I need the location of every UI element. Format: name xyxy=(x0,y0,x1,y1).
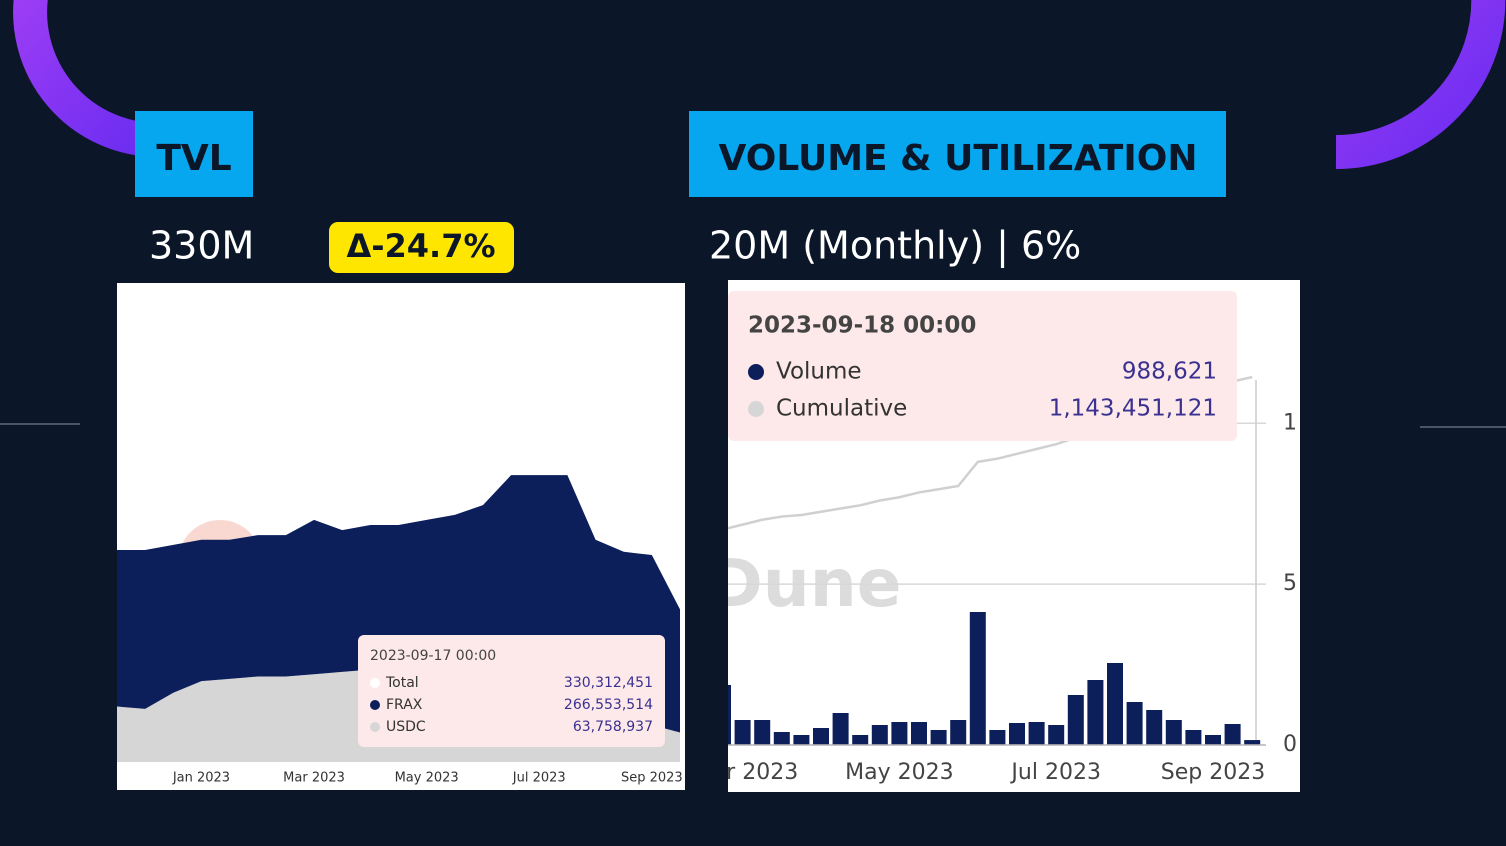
bar xyxy=(832,713,849,745)
bar xyxy=(1107,663,1123,745)
tooltip-label: Total xyxy=(385,675,419,691)
bar xyxy=(852,735,869,745)
x-tick-label: Jan 2023 xyxy=(172,771,230,786)
tooltip xyxy=(728,291,1237,441)
tooltip xyxy=(358,635,665,747)
y-tick-label: 0 xyxy=(1283,732,1297,757)
tooltip-label: FRAX xyxy=(386,697,423,713)
tooltip-label: USDC xyxy=(386,719,426,735)
tooltip-value: 1,143,451,121 xyxy=(1049,396,1217,422)
tooltip-title: 2023-09-18 00:00 xyxy=(748,313,976,339)
bar xyxy=(1048,725,1065,745)
bar xyxy=(950,720,967,745)
x-tick-label: Sep 2023 xyxy=(621,771,683,786)
x-tick-label: Sep 2023 xyxy=(1161,760,1265,785)
bar xyxy=(871,725,888,745)
decor-arc xyxy=(1335,0,1506,170)
bar xyxy=(1087,680,1104,745)
section-title: VOLUME & UTILIZATION xyxy=(719,138,1198,179)
change-pill xyxy=(329,222,514,273)
tooltip-dot xyxy=(370,722,380,732)
bar xyxy=(1009,723,1025,745)
change: Δ-24.7% xyxy=(346,227,495,265)
x-tick-label: May 2023 xyxy=(845,760,953,785)
bar xyxy=(1165,720,1182,745)
y-tick-label: 1 xyxy=(1283,410,1297,435)
metric: 330M xyxy=(149,224,254,268)
bar xyxy=(1244,740,1261,745)
bar xyxy=(1126,702,1143,745)
tooltip-value: 330,312,451 xyxy=(564,675,653,691)
bar xyxy=(969,612,986,745)
bar xyxy=(1185,730,1202,745)
bar xyxy=(1067,695,1084,745)
x-tick-label: Jul 2023 xyxy=(512,771,566,786)
bar xyxy=(891,722,908,745)
bar xyxy=(773,732,790,745)
x-tick-label: May 2023 xyxy=(395,771,459,786)
bar xyxy=(754,720,771,745)
x-tick-label: r 2023 xyxy=(726,760,798,785)
tooltip-value: 988,621 xyxy=(1122,359,1217,385)
x-tick-label: Jul 2023 xyxy=(1009,760,1101,785)
bar xyxy=(734,720,751,745)
tooltip-dot xyxy=(370,700,380,710)
bar xyxy=(793,735,810,745)
bar xyxy=(930,730,947,745)
title-box xyxy=(689,111,1226,197)
bar xyxy=(1205,735,1221,745)
bar xyxy=(911,722,927,745)
x-tick-label: Mar 2023 xyxy=(283,771,345,786)
y-tick-label: 5 xyxy=(1283,571,1297,596)
bar xyxy=(813,728,829,745)
bar xyxy=(989,730,1006,745)
tooltip-dot xyxy=(748,364,764,380)
bar xyxy=(1146,710,1163,745)
tooltip-title: 2023-09-17 00:00 xyxy=(370,648,496,664)
tooltip-dot xyxy=(370,678,380,688)
metric: 20M (Monthly) | 6% xyxy=(709,224,1081,269)
section-title: TVL xyxy=(156,138,231,179)
bar xyxy=(1224,724,1241,745)
tooltip-value: 266,553,514 xyxy=(564,697,653,713)
decor-arc xyxy=(13,0,161,158)
tooltip-dot xyxy=(748,401,764,417)
bar xyxy=(728,685,731,745)
tooltip-label: Cumulative xyxy=(776,396,907,422)
title-box xyxy=(135,111,253,197)
tooltip-label: Volume xyxy=(776,359,862,385)
bar xyxy=(1028,722,1045,745)
tooltip-value: 63,758,937 xyxy=(573,719,653,735)
